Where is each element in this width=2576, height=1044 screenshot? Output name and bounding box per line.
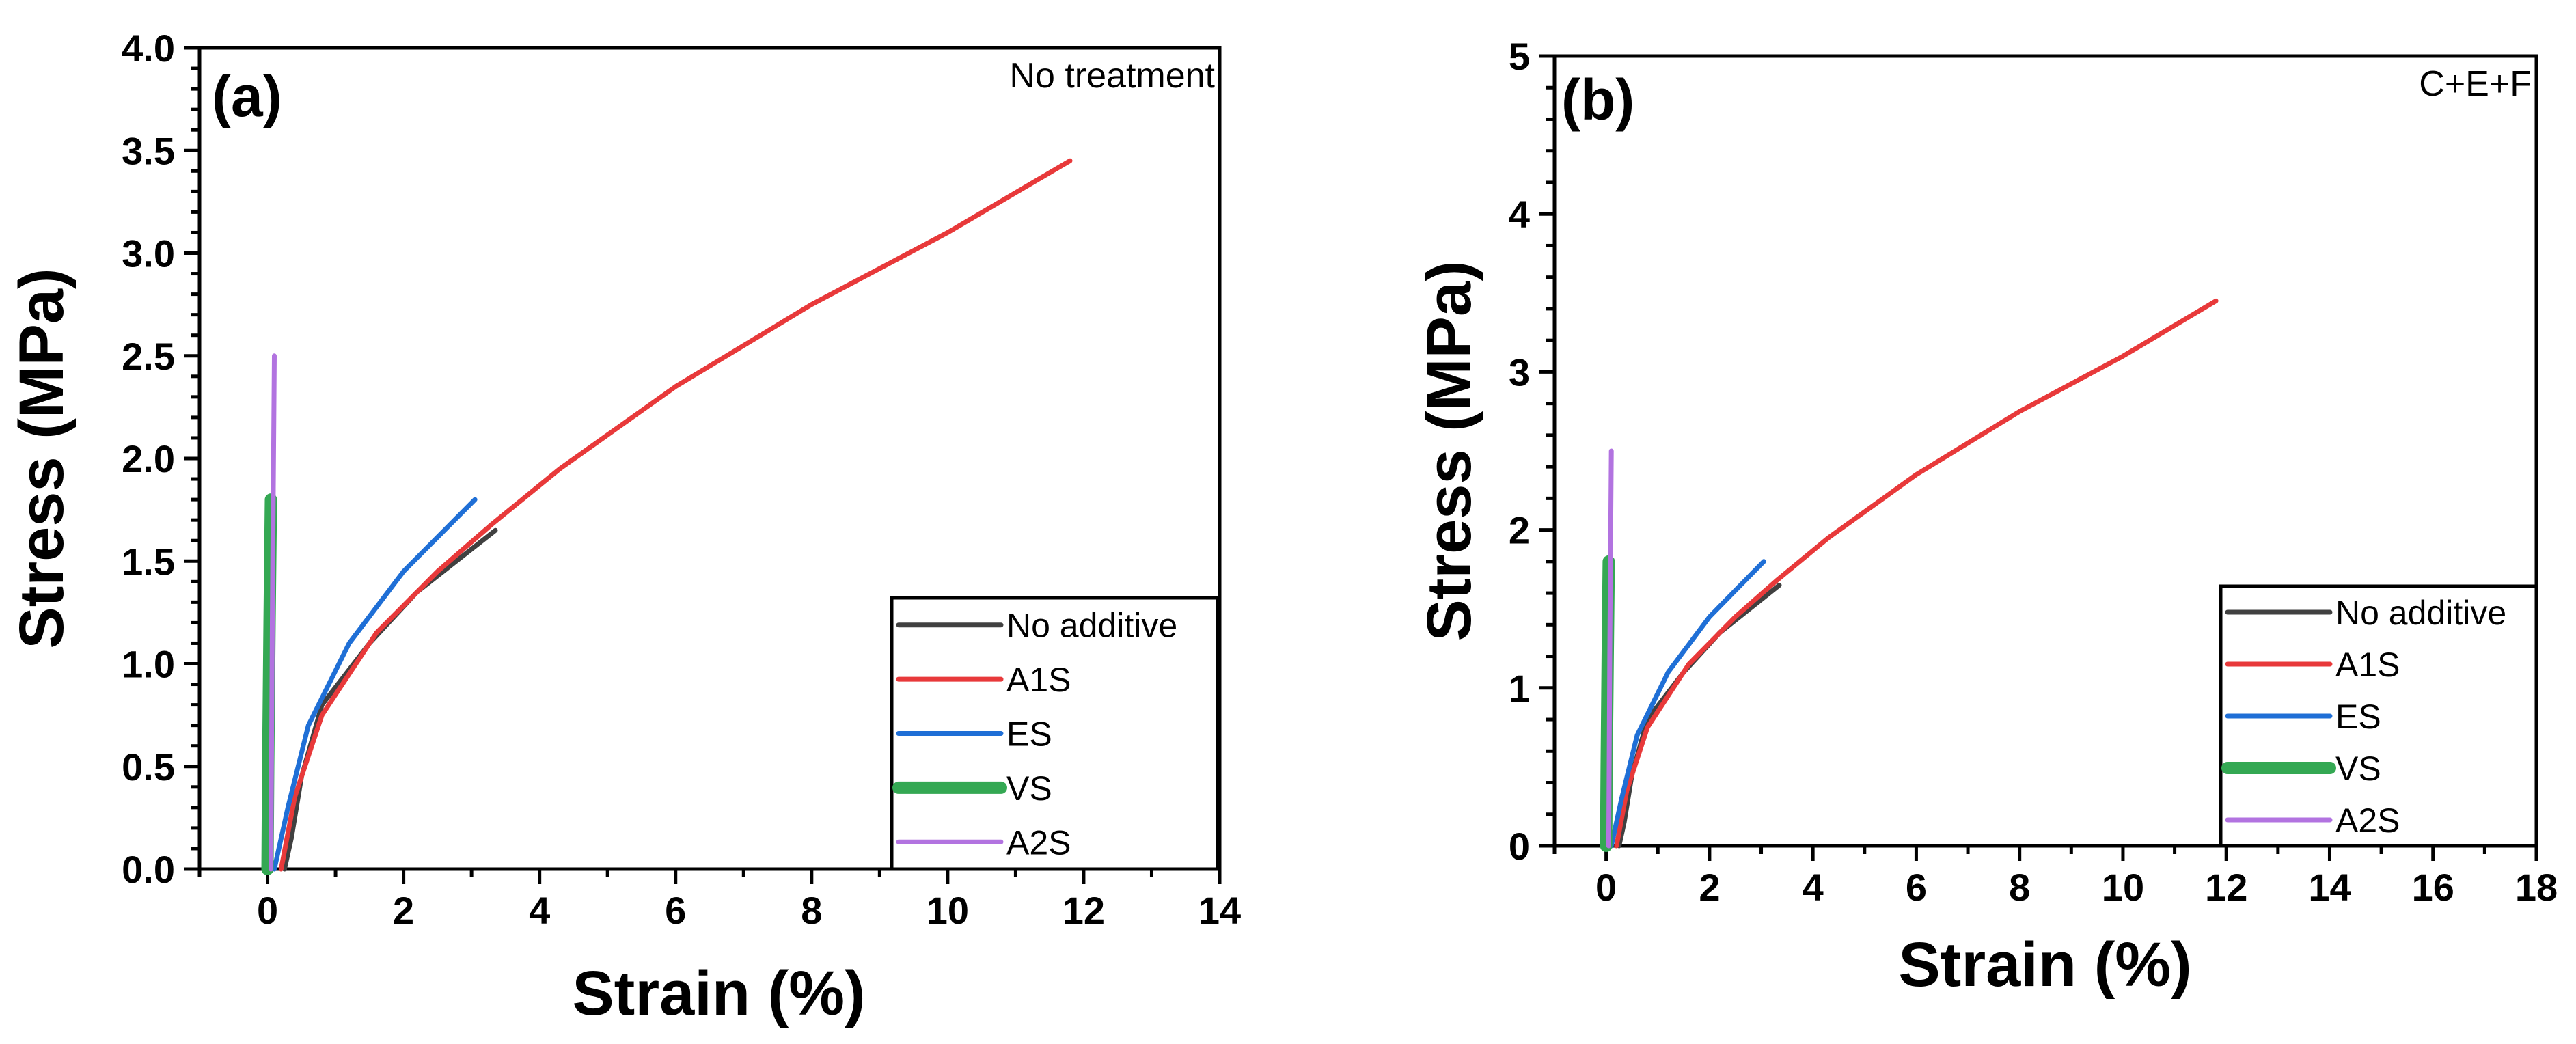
x-tick-label: 12: [1063, 889, 1105, 932]
x-tick-label: 4: [529, 889, 550, 932]
y-tick-label: 5: [1509, 35, 1530, 78]
plot-frame: [1552, 54, 2538, 848]
series-line-no-additive: [282, 527, 498, 872]
condition-label: C+E+F: [2419, 64, 2532, 104]
legend-label: A2S: [1006, 823, 1071, 862]
y-tick-label: 1.0: [122, 643, 175, 686]
condition-label: No treatment: [1009, 56, 1215, 96]
x-tick-label: 4: [1803, 866, 1824, 909]
legend-label: No additive: [1006, 607, 1177, 645]
x-tick-label: 10: [927, 889, 969, 932]
y-axis-title: Stress (MPa): [1414, 260, 1484, 641]
x-tick-label: 6: [665, 889, 686, 932]
series-line-es: [272, 497, 478, 872]
y-tick-label: 2.5: [122, 335, 175, 378]
y-tick-label: 4: [1509, 193, 1530, 236]
x-tick-label: 2: [393, 889, 414, 932]
x-axis-title: Strain (%): [572, 959, 865, 1028]
legend-label: VS: [2335, 750, 2381, 788]
y-tick-label: 0.5: [122, 745, 175, 788]
y-tick-label: 4.0: [122, 27, 175, 70]
y-tick-label: 3.5: [122, 129, 175, 172]
x-axis-title: Strain (%): [1898, 930, 2191, 1000]
x-tick-label: 14: [2308, 866, 2351, 909]
legend-label: VS: [1006, 769, 1052, 808]
legend-label: ES: [1006, 715, 1052, 754]
x-tick-label: 8: [801, 889, 822, 932]
legend-label: A1S: [2335, 646, 2400, 684]
y-tick-label: 0.0: [122, 848, 175, 891]
y-tick-label: 2: [1509, 509, 1530, 552]
x-tick-label: 6: [1906, 866, 1927, 909]
panel-a: 0 2 4 6 8 10 12 14 0.0 0.5 1.0 1.5 2.0 2.5 3.0 3.5 4.0 St…: [7, 27, 1241, 1028]
series-line-a2s: [1606, 448, 1614, 849]
y-axis-title: Stress (MPa): [7, 268, 77, 648]
x-tick-label: 10: [2102, 866, 2144, 909]
series-line-a1s: [1614, 298, 2219, 849]
legend-label: A1S: [1006, 661, 1071, 699]
series-line-vs: [261, 493, 277, 875]
y-tick-label: 0: [1509, 825, 1530, 868]
x-tick-label: 8: [2009, 866, 2030, 909]
x-tick-label: 0: [1595, 866, 1617, 909]
legend-label: No additive: [2335, 594, 2506, 632]
y-tick-label: 2.0: [122, 437, 175, 480]
series-line-a2s: [269, 353, 277, 872]
legend-label: A2S: [2335, 801, 2400, 840]
x-tick-label: 18: [2515, 866, 2558, 909]
x-tick-label: 2: [1699, 866, 1720, 909]
y-tick-label: 1: [1509, 667, 1530, 710]
series-line-no-additive: [1617, 583, 1782, 849]
series-line-a1s: [278, 158, 1073, 872]
x-tick-label: 12: [2205, 866, 2247, 909]
series-line-es: [1608, 559, 1766, 849]
x-tick-label: 0: [257, 889, 278, 932]
legend-label: ES: [2335, 698, 2381, 736]
panel-label: (b): [1561, 68, 1634, 132]
x-tick-label: 16: [2412, 866, 2454, 909]
x-tick-label: 14: [1198, 889, 1241, 932]
y-tick-label: 1.5: [122, 540, 175, 583]
y-tick-label: 3: [1509, 351, 1530, 394]
panel-label: (a): [212, 64, 282, 128]
y-tick-label: 3.0: [122, 232, 175, 275]
